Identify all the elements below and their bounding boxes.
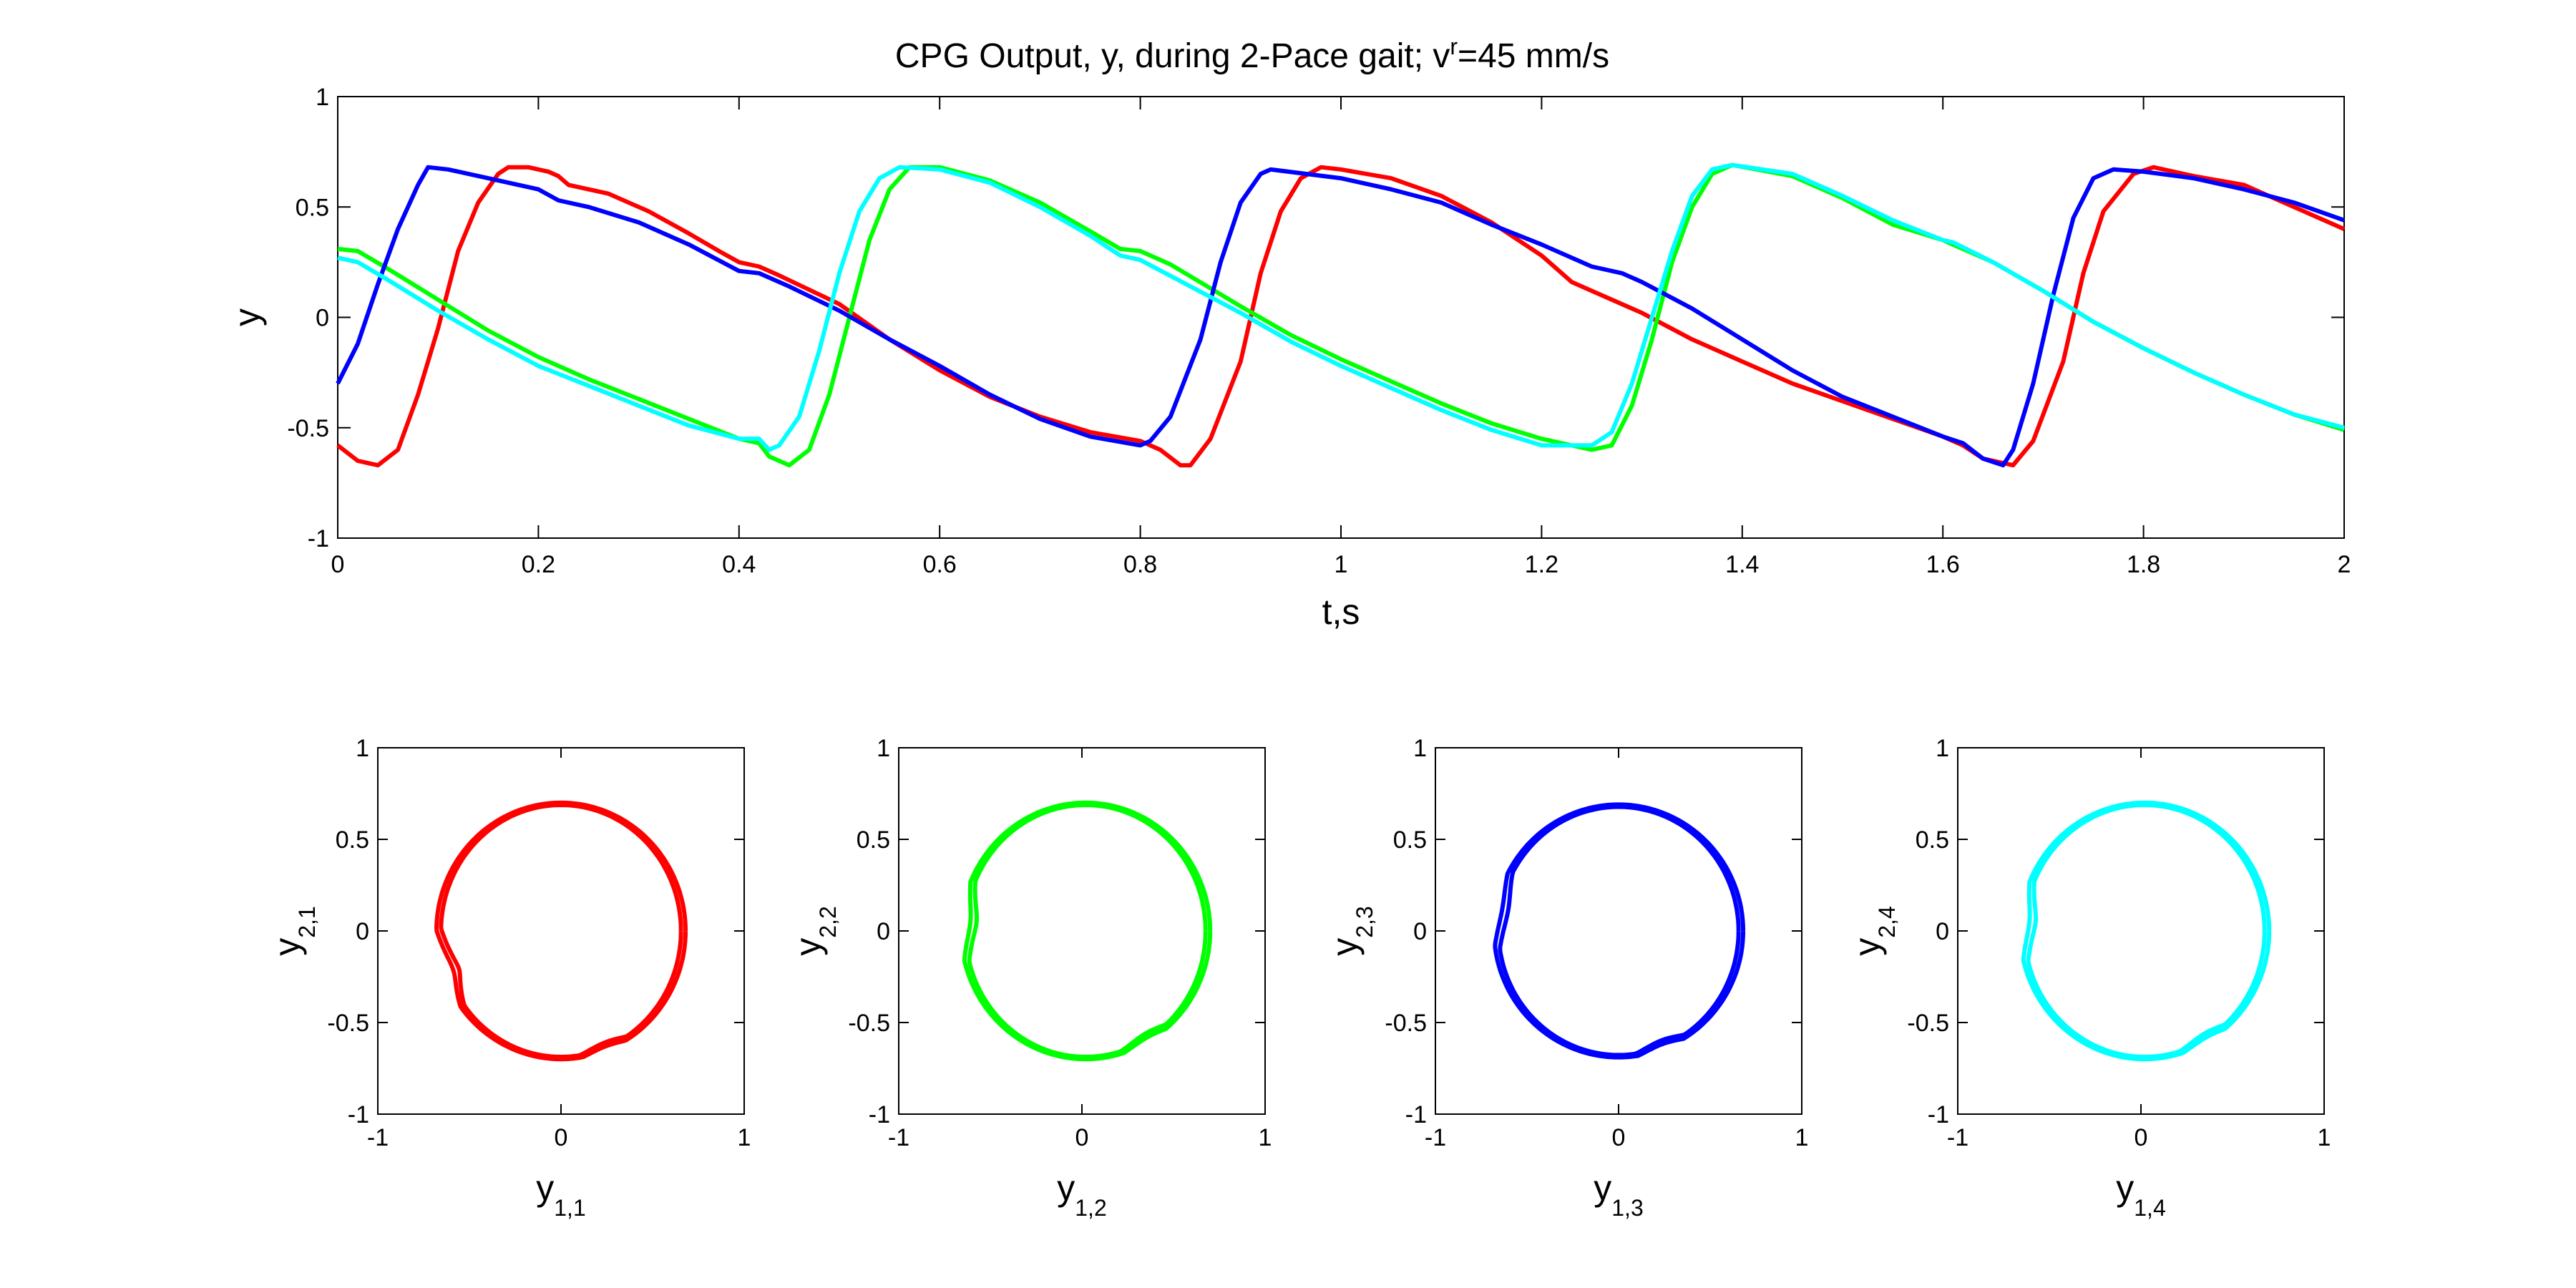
phase-y-tick-label: 0.5 bbox=[336, 826, 369, 854]
x-tick-label: 1 bbox=[1335, 551, 1348, 578]
phase-y-axis-label-main: y bbox=[788, 938, 828, 956]
x-tick-label: 0 bbox=[331, 551, 345, 578]
phase-y-tick-label: -0.5 bbox=[1385, 1010, 1427, 1037]
chart-title-prefix: CPG Output, y, during 2-Pace gait; v bbox=[895, 37, 1450, 75]
y-tick-label: -1 bbox=[308, 525, 329, 552]
time-series-line-4 bbox=[337, 162, 2345, 452]
phase-x-axis-label: y1,2 bbox=[1057, 1168, 1106, 1221]
phase-y-tick-label: -1 bbox=[1405, 1101, 1427, 1128]
x-tick-label: 1.6 bbox=[1926, 551, 1960, 578]
x-tick-label: 0.6 bbox=[923, 551, 957, 578]
phase-y-tick-label: 1 bbox=[877, 735, 890, 762]
phase-y-tick-label: 0.5 bbox=[1916, 826, 1949, 854]
phase-x-tick-label: -1 bbox=[367, 1124, 389, 1151]
time-series-ticks: 0 0.2 0.4 0.6 0.8 1 1.2 1.4 1.6 1.8 2 -1 -0.5 0 0.5 1 bbox=[287, 84, 2351, 578]
time-series-panel: 0 0.2 0.4 0.6 0.8 1 1.2 1.4 1.6 1.8 2 -1 -0.5 0 0.5 1 t… bbox=[227, 84, 2351, 632]
phase-y-tick-label: 0.5 bbox=[857, 826, 890, 854]
phase-y-axis-label-sub: 2,4 bbox=[1874, 906, 1900, 937]
time-series-y-axis-label: y bbox=[227, 308, 267, 326]
phase-y-axis-label-sub: 2,2 bbox=[815, 906, 841, 937]
phase-loop-trace-2 bbox=[967, 803, 1208, 1059]
phase-y-tick-label: 0 bbox=[877, 918, 890, 945]
phase-x-axis-label-main: y bbox=[536, 1168, 554, 1208]
phase-loop-trace-1 bbox=[1493, 802, 1746, 1060]
x-tick-label: 1.2 bbox=[1525, 551, 1558, 578]
phase-loop-trace-1 bbox=[434, 800, 688, 1062]
phase-x-axis-label-main: y bbox=[2116, 1168, 2134, 1208]
y-tick-label: 0 bbox=[316, 305, 329, 332]
chart-title-suffix: =45 mm/s bbox=[1458, 37, 1609, 75]
phase-y-axis-label: y2,1 bbox=[267, 906, 320, 955]
phase-y-tick-label: -1 bbox=[869, 1101, 890, 1128]
phase-x-tick-label: 1 bbox=[738, 1124, 751, 1151]
y-tick-label: 0.5 bbox=[296, 194, 329, 221]
x-tick-label: 0.8 bbox=[1123, 551, 1157, 578]
x-tick-label: 0.2 bbox=[522, 551, 555, 578]
chart-title-superscript: r bbox=[1450, 34, 1458, 59]
phase-x-axis-label: y1,1 bbox=[536, 1168, 585, 1221]
phase-loop-trace-2 bbox=[439, 803, 683, 1059]
x-tick-label: 1.4 bbox=[1725, 551, 1759, 578]
time-series-lines bbox=[336, 162, 2346, 468]
phase-loop-trace-2 bbox=[1498, 804, 1741, 1058]
y-tick-label: -0.5 bbox=[287, 415, 329, 442]
y-tick-label: 1 bbox=[316, 84, 329, 111]
phase-y-tick-label: 0 bbox=[1936, 918, 1949, 945]
phase-x-axis-label-sub: 1,3 bbox=[1611, 1195, 1643, 1221]
phase-y-axis-label-sub: 2,3 bbox=[1352, 906, 1377, 937]
phase-y-tick-label: 1 bbox=[356, 735, 369, 762]
x-tick-label: 1.8 bbox=[2127, 551, 2160, 578]
phase-x-axis-label: y1,4 bbox=[2116, 1168, 2165, 1221]
phase-loop-trace-1 bbox=[2021, 800, 2272, 1062]
phase-x-tick-label: 1 bbox=[1795, 1124, 1809, 1151]
phase-x-tick-label: -1 bbox=[1425, 1124, 1446, 1151]
phase-y-tick-label: 1 bbox=[1936, 735, 1949, 762]
phase-y-axis-label-main: y bbox=[1847, 938, 1887, 956]
phase-x-axis-label-sub: 1,2 bbox=[1075, 1195, 1106, 1221]
phase-y-axis-label-main: y bbox=[267, 938, 307, 956]
phase-x-axis-label-sub: 1,4 bbox=[2134, 1195, 2165, 1221]
phase-y-axis-label: y2,4 bbox=[1847, 906, 1900, 955]
phase-x-tick-label: 1 bbox=[1259, 1124, 1272, 1151]
phase-x-tick-label: 0 bbox=[2135, 1124, 2148, 1151]
phase-y-axis-label: y2,2 bbox=[788, 906, 841, 955]
phase-y-tick-label: -0.5 bbox=[327, 1010, 369, 1037]
phase-y-axis-label-sub: 2,1 bbox=[294, 906, 320, 937]
x-tick-label: 2 bbox=[2338, 551, 2351, 578]
phase-x-tick-label: 0 bbox=[1612, 1124, 1626, 1151]
phase-y-tick-label: 0 bbox=[1413, 918, 1427, 945]
time-series-x-axis-label: t,s bbox=[1322, 592, 1360, 632]
phase-x-tick-label: -1 bbox=[888, 1124, 909, 1151]
phase-x-tick-label: -1 bbox=[1947, 1124, 1968, 1151]
chart-title: CPG Output, y, during 2-Pace gait; vr=45… bbox=[895, 34, 1609, 75]
time-series-line-3 bbox=[336, 165, 2345, 468]
phase-y-axis-label-main: y bbox=[1324, 938, 1365, 956]
phase-y-tick-label: -0.5 bbox=[1907, 1010, 1949, 1037]
phase-loop-trace-1 bbox=[962, 800, 1213, 1062]
phase-y-tick-label: -1 bbox=[348, 1101, 369, 1128]
phase-x-axis-label-main: y bbox=[1594, 1168, 1611, 1208]
phase-y-tick-label: 0.5 bbox=[1393, 826, 1427, 854]
phase-x-tick-label: 1 bbox=[2318, 1124, 2331, 1151]
phase-x-axis-label-main: y bbox=[1057, 1168, 1075, 1208]
x-tick-label: 0.4 bbox=[722, 551, 756, 578]
phase-y-tick-label: 0 bbox=[356, 918, 369, 945]
phase-x-tick-label: 0 bbox=[555, 1124, 568, 1151]
phase-y-tick-label: -1 bbox=[1928, 1101, 1949, 1128]
phase-y-tick-label: 1 bbox=[1413, 735, 1427, 762]
phase-y-axis-label: y2,3 bbox=[1324, 906, 1377, 955]
phase-x-tick-label: 0 bbox=[1075, 1124, 1089, 1151]
phase-x-axis-label-sub: 1,1 bbox=[554, 1195, 585, 1221]
phase-loop-trace-2 bbox=[2026, 803, 2267, 1059]
phase-x-axis-label: y1,3 bbox=[1594, 1168, 1643, 1221]
phase-y-tick-label: -0.5 bbox=[848, 1010, 890, 1037]
